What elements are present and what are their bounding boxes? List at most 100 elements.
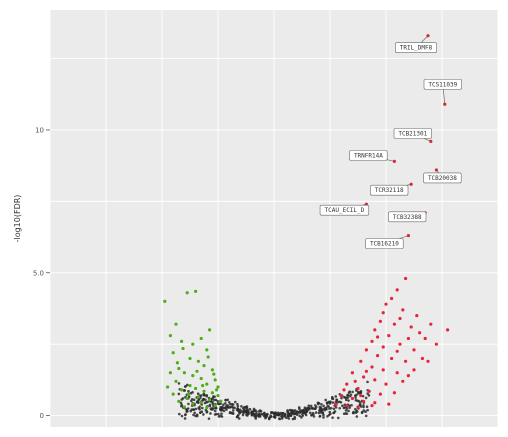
ns-point: [213, 409, 217, 413]
up-point: [390, 296, 394, 301]
up-point: [373, 328, 377, 332]
ns-point: [254, 412, 258, 416]
down-point: [205, 382, 209, 386]
ns-point: [240, 404, 243, 408]
ns-point: [353, 394, 357, 397]
ns-point: [211, 397, 215, 400]
ns-point: [366, 392, 369, 395]
down-point: [199, 336, 203, 341]
ns-point: [211, 406, 214, 410]
gene-label: TCB16210: [370, 241, 399, 248]
ns-point: [279, 411, 282, 415]
down-point: [205, 405, 209, 410]
ns-point: [251, 410, 254, 414]
ns-point: [287, 417, 291, 420]
ns-point: [198, 405, 201, 409]
down-point: [187, 392, 191, 396]
ns-point: [327, 405, 330, 408]
down-point: [171, 351, 175, 355]
ns-point: [187, 402, 190, 406]
gene-label-box: [365, 238, 404, 249]
ns-point: [217, 415, 221, 418]
ns-point: [220, 412, 223, 415]
ns-point: [196, 392, 200, 396]
ns-point: [321, 411, 325, 414]
gene-label-box: [370, 184, 409, 196]
ns-point: [308, 411, 312, 415]
gene-label: TCR32118: [375, 187, 404, 194]
down-point: [163, 299, 167, 303]
up-point: [398, 316, 402, 321]
ns-point: [186, 407, 190, 410]
up-point: [392, 391, 396, 395]
down-point: [202, 363, 206, 368]
ns-point: [193, 411, 196, 415]
ns-point: [300, 416, 303, 419]
ns-point: [316, 402, 320, 406]
ns-point: [283, 412, 287, 416]
ns-point: [331, 401, 335, 404]
down-point: [194, 289, 198, 293]
up-point: [362, 399, 366, 403]
ns-point: [181, 397, 185, 400]
ns-point: [343, 395, 346, 399]
ns-point: [248, 407, 252, 411]
up-point: [373, 401, 377, 405]
ns-point: [211, 402, 215, 406]
ns-point: [230, 405, 234, 408]
ns-point: [348, 404, 351, 408]
up-point: [404, 359, 408, 363]
ns-point: [355, 415, 359, 418]
down-point: [185, 291, 189, 295]
ns-point: [199, 411, 202, 414]
ns-point: [236, 414, 239, 418]
ns-point: [179, 401, 183, 405]
up-point: [395, 371, 399, 375]
ns-point: [258, 409, 262, 412]
down-point: [182, 371, 186, 375]
up-point: [370, 339, 374, 343]
ns-point: [330, 397, 334, 400]
up-point: [356, 386, 360, 391]
down-point: [191, 342, 195, 346]
up-point: [381, 368, 385, 372]
down-point: [215, 388, 219, 392]
ns-point: [297, 406, 301, 409]
ns-point: [222, 409, 226, 413]
y-axis-title: -log10(FDR): [13, 195, 22, 243]
up-point: [406, 373, 410, 378]
ns-point: [314, 404, 317, 407]
ns-point: [357, 399, 361, 403]
ns-point: [311, 411, 315, 415]
down-point: [191, 402, 195, 406]
down-point: [208, 398, 212, 402]
ns-point: [295, 410, 298, 414]
ns-point: [360, 411, 364, 415]
ns-point: [201, 406, 204, 410]
ns-point: [183, 389, 187, 392]
ns-point: [364, 414, 368, 418]
y-tick-label: 10: [35, 126, 44, 134]
up-point: [373, 378, 377, 382]
ns-point: [344, 412, 347, 415]
ns-point: [183, 417, 187, 420]
ns-point: [364, 396, 368, 400]
ns-point: [186, 409, 189, 413]
ns-point: [227, 406, 230, 409]
ns-point: [208, 403, 212, 407]
ns-point: [288, 408, 292, 412]
ns-point: [365, 405, 369, 409]
ns-point: [344, 409, 348, 412]
up-point: [339, 393, 343, 398]
ns-point: [361, 394, 365, 398]
ns-point: [335, 398, 339, 402]
ns-point: [254, 408, 257, 412]
ns-point: [216, 402, 220, 405]
up-point: [401, 308, 405, 312]
up-point: [384, 302, 388, 306]
ns-point: [184, 413, 187, 417]
up-point: [342, 388, 346, 392]
up-point: [381, 345, 385, 349]
down-point: [212, 372, 216, 376]
